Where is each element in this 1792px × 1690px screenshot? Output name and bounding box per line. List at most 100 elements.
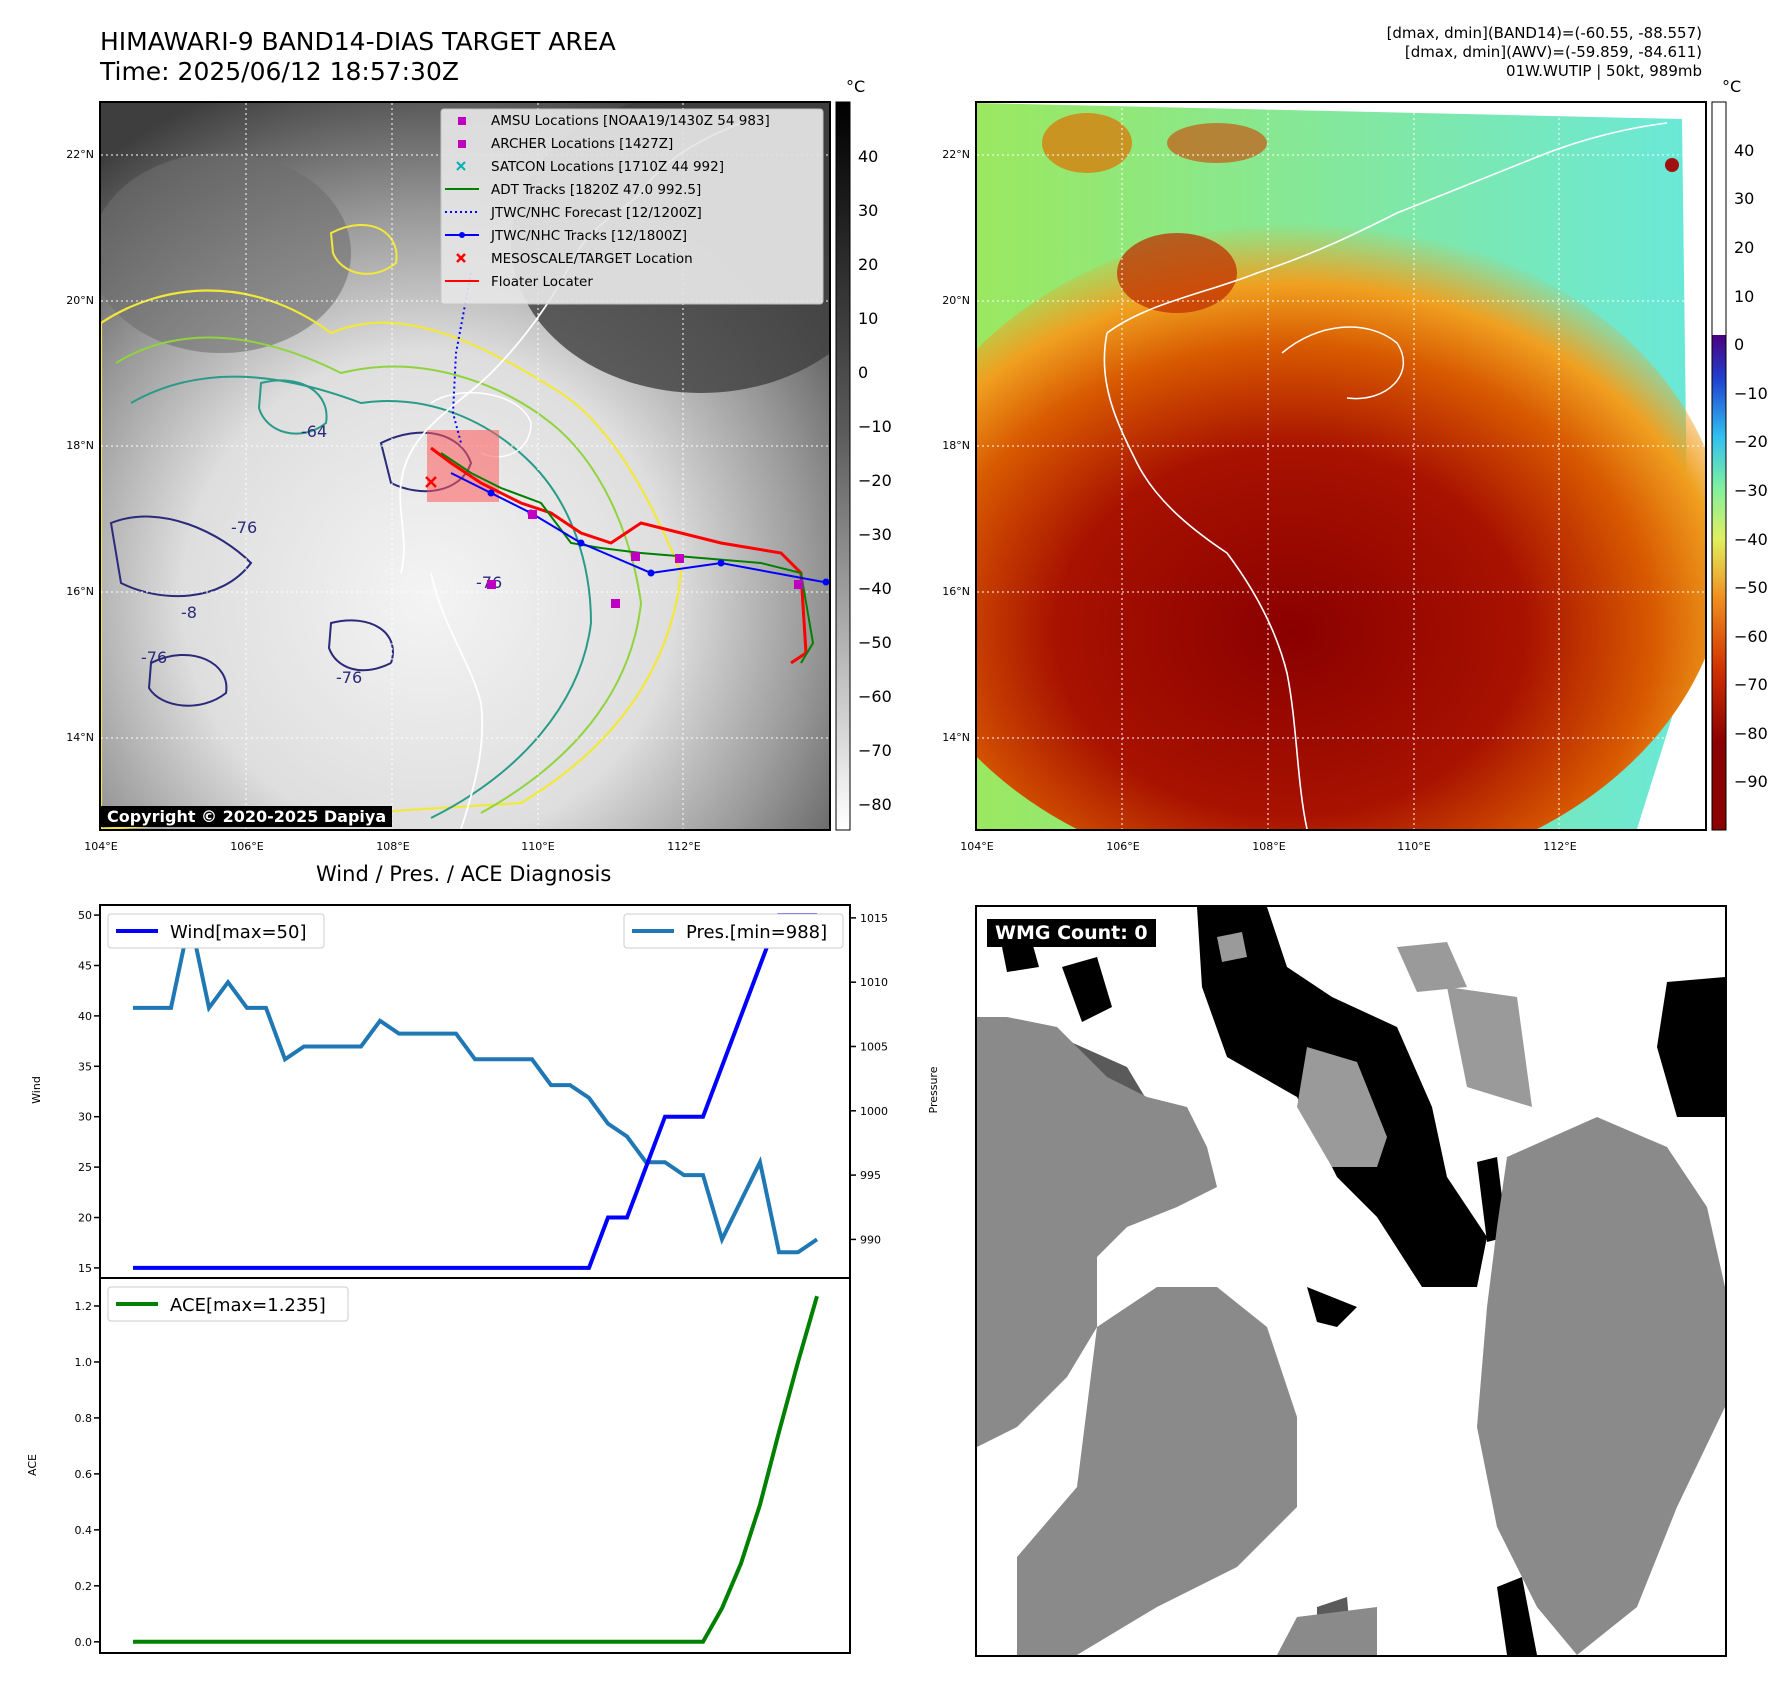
wind-series-line [133, 913, 817, 1270]
legend-x-icon [456, 161, 466, 171]
diagnosis-title: Wind / Pres. / ACE Diagnosis [316, 862, 612, 886]
axis-tick-label: 15 [78, 1262, 92, 1275]
axis-tick-label: 25 [78, 1161, 92, 1174]
colorbar-tick: 20 [858, 255, 878, 274]
lon-tick: 108°E [1252, 840, 1285, 853]
band14-range: [dmax, dmin](BAND14)=(-60.55, -88.557) [1386, 24, 1702, 42]
chart-time: Time: 2025/06/12 18:57:30Z [100, 57, 459, 86]
axis-tick-label: 0.0 [75, 1636, 93, 1649]
legend-x-icon [456, 253, 466, 263]
contour-label: -8 [181, 603, 197, 622]
lat-tick: 16°N [66, 585, 94, 598]
colorbar-tick: −40 [858, 579, 892, 598]
colorbar-tick: −80 [1734, 724, 1768, 743]
axis-tick-label: 995 [860, 1169, 881, 1182]
legend-label: JTWC/NHC Tracks [12/1800Z] [490, 228, 687, 244]
lon-tick: 106°E [1106, 840, 1139, 853]
colorbar-tick: −70 [858, 741, 892, 760]
ir-map-panel: -64 -76 -76 -76 -76 -8 [99, 101, 831, 831]
wind-axis: 50 45 40 35 30 25 20 15 [78, 909, 100, 1275]
colorbar-tick: 10 [858, 309, 878, 328]
colorbar-tick: −60 [1734, 627, 1768, 646]
pressure-ylabel: Pressure [927, 1066, 940, 1113]
ir-map: -64 -76 -76 -76 -76 -8 [101, 103, 829, 829]
colorbar-tick: 0 [1734, 335, 1744, 354]
legend-square-icon [458, 117, 466, 125]
lat-tick: 14°N [66, 731, 94, 744]
legend-label: Floater Locater [491, 274, 593, 290]
legend-square-icon [458, 140, 466, 148]
contour-label: -76 [336, 668, 362, 687]
lat-tick: 18°N [66, 439, 94, 452]
chart-title: HIMAWARI-9 BAND14-DIAS TARGET AREA [100, 27, 616, 56]
axis-tick-label: 50 [78, 909, 92, 922]
colorbar-tick: −60 [858, 687, 892, 706]
colorbar-tick: −10 [858, 417, 892, 436]
enhanced-map [977, 103, 1705, 829]
axis-tick-label: 1.2 [75, 1300, 93, 1313]
axis-tick-label: 1015 [860, 912, 888, 925]
lon-tick: 110°E [521, 840, 554, 853]
axis-tick-label: 20 [78, 1212, 92, 1225]
colorbar-tick: 0 [858, 363, 868, 382]
lat-tick: 18°N [942, 439, 970, 452]
colorbar-tick: −50 [1734, 578, 1768, 597]
colorbar-tick: −20 [1734, 432, 1768, 451]
pressure-axis: 1015 1010 1005 1000 995 990 [850, 912, 888, 1246]
axis-tick-label: 1005 [860, 1040, 888, 1053]
legend-label: AMSU Locations [NOAA19/1430Z 54 983] [491, 113, 770, 129]
copyright-label: Copyright © 2020-2025 Dapiya [101, 806, 393, 827]
lat-tick: 22°N [942, 148, 970, 161]
lon-tick: 112°E [667, 840, 700, 853]
colorbar-tick: −40 [1734, 530, 1768, 549]
wmg-panel: WMG Count: 0 [975, 905, 1727, 1657]
axis-tick-label: 40 [78, 1010, 92, 1023]
lat-tick: 20°N [942, 294, 970, 307]
colorbar-tick: 30 [1734, 189, 1754, 208]
colorbar-tick: −80 [858, 795, 892, 814]
contour-label: -76 [231, 518, 257, 537]
colorbar-tick: −70 [1734, 675, 1768, 694]
legend-label: ARCHER Locations [1427Z] [491, 136, 673, 152]
ir-colorbar: °C 40 30 20 10 0 −10 −20 −30 −40 −50 −60… [835, 80, 892, 831]
ace-legend-label: ACE[max=1.235] [170, 1295, 326, 1316]
colorbar-tick: −90 [1734, 772, 1768, 791]
ace-axis: 1.2 1.0 0.8 0.6 0.4 0.2 0.0 [75, 1300, 100, 1649]
axis-tick-label: 0.8 [75, 1412, 93, 1425]
axis-tick-label: 30 [78, 1111, 92, 1124]
legend-label: ADT Tracks [1820Z 47.0 992.5] [491, 182, 701, 198]
lon-tick: 110°E [1397, 840, 1430, 853]
storm-info: 01W.WUTIP | 50kt, 989mb [1506, 62, 1702, 80]
colorbar-tick: −30 [858, 525, 892, 544]
axis-tick-label: 1.0 [75, 1356, 93, 1369]
axis-tick-label: 0.4 [75, 1524, 93, 1537]
legend-label: JTWC/NHC Forecast [12/1200Z] [490, 205, 702, 221]
axis-tick-label: 1010 [860, 976, 888, 989]
colorbar-tick: −20 [858, 471, 892, 490]
colorbar-tick: 40 [1734, 141, 1754, 160]
wind-pressure-axes [99, 904, 851, 1279]
ace-axes [99, 1277, 851, 1654]
contour-label: -76 [141, 648, 167, 667]
axis-tick-label: 1000 [860, 1105, 888, 1118]
wind-ylabel: Wind [30, 1076, 43, 1104]
wind-legend-label: Wind[max=50] [170, 922, 307, 943]
pressure-legend: Pres.[min=988] [623, 913, 844, 949]
colorbar-tick: −50 [858, 633, 892, 652]
pressure-series-line [133, 917, 819, 1255]
lon-tick: 104°E [960, 840, 993, 853]
colorbar-unit: °C [846, 80, 865, 96]
axis-tick-label: 35 [78, 1060, 92, 1073]
lat-tick: 22°N [66, 148, 94, 161]
ace-ylabel: ACE [26, 1454, 39, 1476]
axis-tick-label: 0.2 [75, 1580, 93, 1593]
lat-tick: 16°N [942, 585, 970, 598]
ace-legend: ACE[max=1.235] [107, 1286, 349, 1322]
axis-tick-label: 45 [78, 959, 92, 972]
colorbar-tick: 40 [858, 147, 878, 166]
axis-tick-label: 0.6 [75, 1468, 93, 1481]
map-legend: AMSU Locations [NOAA19/1430Z 54 983] ARC… [440, 108, 824, 305]
awv-range: [dmax, dmin](AWV)=(-59.859, -84.611) [1404, 43, 1702, 61]
enhanced-colorbar: °C 40 30 20 10 0 −10 −20 −30 −40 −50 −60… [1711, 80, 1768, 831]
